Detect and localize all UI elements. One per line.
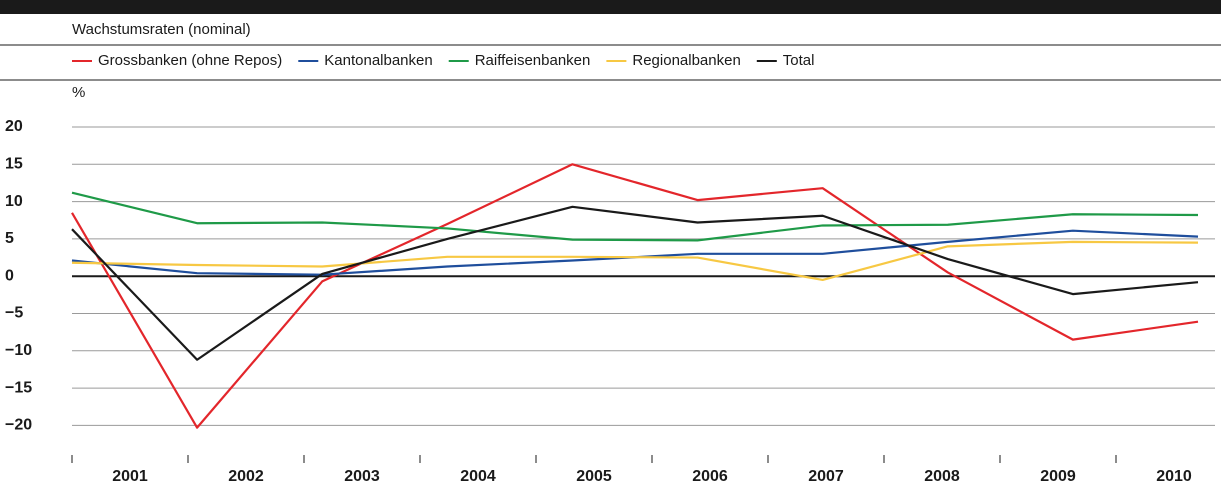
legend-label: Grossbanken (ohne Repos) [98, 52, 282, 69]
legend-label: Kantonalbanken [324, 52, 432, 69]
y-tick-label: −20 [5, 417, 32, 434]
y-tick-label: −15 [5, 379, 32, 396]
y-tick-label: 5 [5, 230, 14, 247]
x-tick-label: 2001 [112, 468, 148, 485]
y-tick-label: 10 [5, 193, 23, 210]
y-tick-label: 0 [5, 267, 14, 284]
x-tick-label: 2004 [460, 468, 496, 485]
chart-subtitle: Wachstumsraten (nominal) [72, 21, 251, 38]
legend-label: Regionalbanken [632, 52, 740, 69]
series-line [71, 163, 1199, 429]
series-line [71, 191, 1199, 242]
x-tick-label: 2003 [344, 468, 380, 485]
legend-label: Raiffeisenbanken [475, 52, 591, 69]
y-tick-label: 15 [5, 156, 23, 173]
x-tick-label: 2010 [1156, 468, 1192, 485]
y-unit: % [72, 84, 85, 101]
legend: Grossbanken (ohne Repos) Kantonalbanken Ra… [72, 52, 814, 69]
y-tick-label: −10 [5, 342, 32, 359]
header-bar [0, 0, 1221, 14]
x-tick-label: 2005 [576, 468, 612, 485]
x-tick-label: 2002 [228, 468, 264, 485]
x-tick-label: 2007 [808, 468, 844, 485]
series-line [71, 240, 1199, 282]
y-tick-label: 20 [5, 118, 23, 135]
legend-label: Total [783, 52, 815, 69]
series-line [71, 229, 1199, 276]
x-tick-label: 2006 [692, 468, 728, 485]
x-tick-label: 2008 [924, 468, 960, 485]
x-tick-label: 2009 [1040, 468, 1076, 485]
y-tick-label: −5 [5, 305, 23, 322]
series-line [71, 205, 1199, 361]
